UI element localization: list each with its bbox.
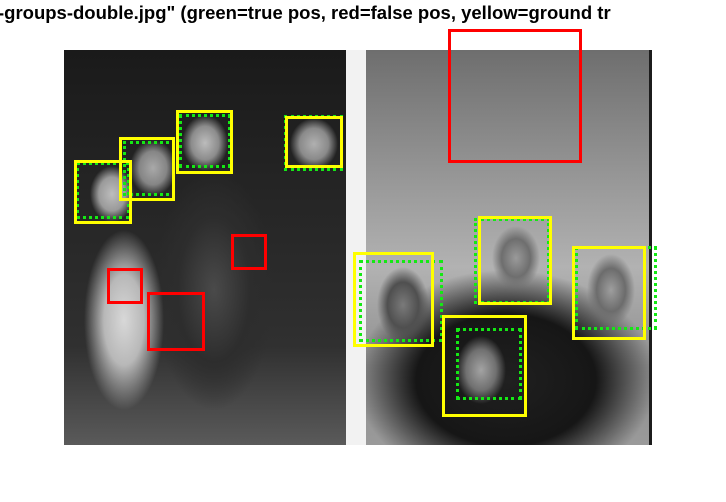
photo-divider [346,50,366,445]
detection-image [64,50,664,445]
photo-left-panel [64,50,346,445]
photo-right-edge [649,50,664,445]
photo-right-panel [366,50,649,445]
figure-title: -groups-double.jpg" (green=true pos, red… [0,2,611,23]
